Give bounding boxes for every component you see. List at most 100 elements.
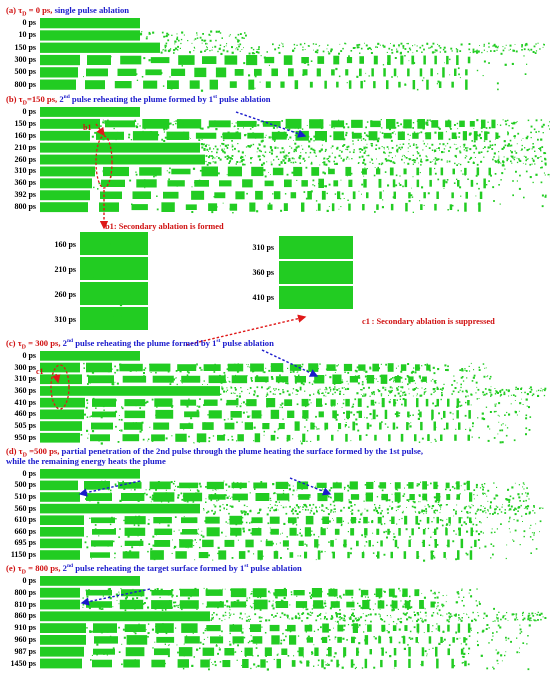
plume-particle [214,488,216,490]
plume-particle [239,616,241,619]
plume-particle [467,400,470,403]
plume-particle [326,192,328,195]
plume-particle [345,131,348,134]
plume-particle [301,145,303,147]
plume-particle [235,374,236,376]
plume-particle [346,82,348,84]
plume-particle [135,125,138,128]
plume-particle [237,170,240,172]
material-fragment [218,550,227,560]
plume-particle [298,374,300,377]
material-fragment [167,80,179,89]
plume-particle [210,619,212,621]
plume-particle [214,626,215,628]
plume-particle [477,50,480,53]
plume-particle [273,388,275,390]
plume-particle [285,154,288,157]
plume-particle [237,371,239,373]
plume-particle [182,438,185,441]
plume-particle [282,600,284,602]
plume-particle [459,150,461,152]
plume-particle [454,162,456,165]
material-fragment [360,80,363,89]
plume-particle [297,506,300,508]
plume-particle [442,48,445,51]
plume-particle [193,545,195,547]
plume-particle [137,399,140,402]
material-fragment [452,637,455,643]
plume-particle [166,606,169,608]
plume-particle [436,83,438,85]
plume-particle [425,159,428,162]
plume-particle [434,438,436,441]
plume-particle [309,504,311,507]
plume-particle [474,619,477,622]
plume-particle [347,199,349,201]
plume-particle [136,365,139,368]
plume-particle [353,615,355,617]
plume-particle [434,509,437,511]
material-fragment [125,647,145,657]
plume-particle [435,654,437,656]
material-fragment [198,552,209,559]
plume-particle [245,146,248,148]
plume-particle [404,83,407,86]
plume-particle [164,602,167,605]
plume-particle [486,616,488,618]
plume-particle [183,399,186,402]
plume-particle [473,128,475,129]
plume-particle [252,143,255,146]
plume-particle [397,375,399,377]
plume-particle [322,533,325,535]
plume-particle [222,614,225,617]
plume-particle [282,151,285,154]
plume-particle [411,370,414,373]
plume-particle [161,605,164,609]
plume-particle [533,532,535,534]
material-bar [40,611,210,622]
material-fragment [262,423,270,430]
plume-particle [106,636,108,638]
plume-particle [498,151,500,153]
plume-particle [257,654,259,657]
plume-particle [537,619,539,621]
plume-particle [206,511,208,514]
plume-particle [452,540,455,543]
material-fragment [405,202,408,212]
plume-particle [230,386,232,388]
plume-particle [193,39,195,41]
plume-particle [165,492,168,494]
plume-particle [94,524,97,526]
plume-particle [466,511,469,514]
plume-particle [446,504,448,506]
plume-particle [211,617,214,620]
plume-particle [313,533,315,536]
material-base [40,587,80,598]
material-fragment [464,202,467,212]
plume-particle [434,131,437,134]
plume-particle [278,51,281,54]
plume-particle [499,395,502,397]
plume-particle [457,147,459,149]
material-fragment [421,647,425,657]
plume-particle [432,160,434,162]
plume-particle [346,146,349,149]
material-fragment [400,55,404,65]
plume-particle [297,127,299,129]
plume-particle [482,391,485,394]
plume-particle [296,595,298,597]
plume-particle [469,506,472,509]
plume-particle [380,596,382,598]
material-fragment [352,421,356,431]
plume-particle [340,179,342,181]
plume-particle [144,179,146,181]
plume-particle [118,168,121,171]
material-fragment [273,551,279,559]
plume-particle [484,367,486,369]
plume-particle [118,415,120,416]
plume-particle [267,493,270,496]
plume-particle [162,623,164,625]
plume-particle [345,148,347,150]
plume-particle [344,426,346,428]
plume-particle [539,520,542,523]
